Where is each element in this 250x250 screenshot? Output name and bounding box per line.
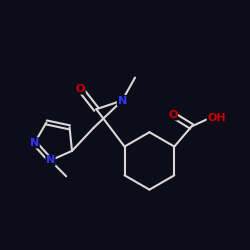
Text: OH: OH [207,113,226,123]
Text: N: N [118,96,127,106]
Text: O: O [76,84,85,94]
Text: N: N [46,156,55,166]
Text: O: O [168,110,177,120]
Text: N: N [30,138,39,148]
